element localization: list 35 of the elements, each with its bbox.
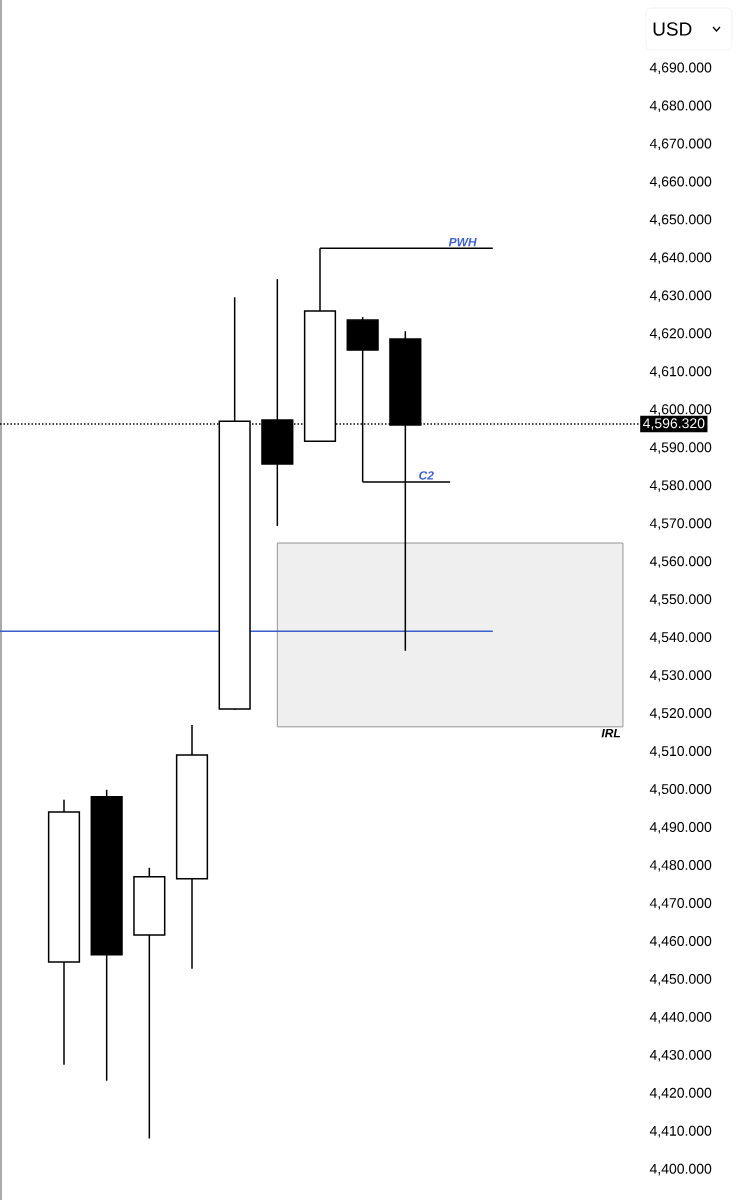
y-tick-label: 4,600.000 <box>649 404 712 416</box>
y-tick-label: 4,450.000 <box>649 973 712 986</box>
ref-line-label: PWH <box>448 237 477 247</box>
y-tick-label: 4,560.000 <box>649 556 712 568</box>
y-tick-label: 4,510.000 <box>649 746 712 758</box>
y-tick-label: 4,610.000 <box>649 366 712 378</box>
y-tick-label: 4,640.000 <box>649 252 712 264</box>
y-tick-label: 4,670.000 <box>649 138 712 151</box>
y-tick-label: 4,570.000 <box>649 518 712 530</box>
y-tick-label: 4,430.000 <box>649 1049 712 1062</box>
y-tick-label: 4,480.000 <box>649 860 712 872</box>
y-tick-label: 4,540.000 <box>649 632 712 644</box>
y-tick-label: 4,520.000 <box>649 708 712 720</box>
band-label: IRL <box>601 729 621 738</box>
y-tick-label: 4,470.000 <box>649 897 712 910</box>
ref-line-label: C2 <box>419 471 434 480</box>
y-tick-label: 4,550.000 <box>649 594 712 606</box>
y-tick-label: 4,680.000 <box>649 100 712 113</box>
y-tick-label: 4,650.000 <box>649 214 712 227</box>
y-tick-label: 4,420.000 <box>649 1087 712 1100</box>
ref-line-label: 4,596.320 <box>643 418 705 430</box>
y-tick-label: 4,690.000 <box>649 62 712 75</box>
text: USD <box>653 22 692 36</box>
y-tick-label: 4,500.000 <box>649 784 712 796</box>
y-tick-label: 4,490.000 <box>649 822 712 834</box>
y-tick-label: 4,620.000 <box>649 328 712 340</box>
y-tick-label: 4,440.000 <box>649 1011 712 1024</box>
y-tick-label: 4,580.000 <box>649 480 712 492</box>
y-tick-label: 4,410.000 <box>649 1125 712 1138</box>
y-tick-label: 4,400.000 <box>649 1163 712 1176</box>
y-tick-label: 4,530.000 <box>649 670 712 682</box>
y-tick-label: 4,460.000 <box>649 935 712 948</box>
y-tick-label: 4,660.000 <box>649 176 712 189</box>
y-tick-label: 4,590.000 <box>649 442 712 454</box>
y-tick-label: 4,630.000 <box>649 290 712 302</box>
